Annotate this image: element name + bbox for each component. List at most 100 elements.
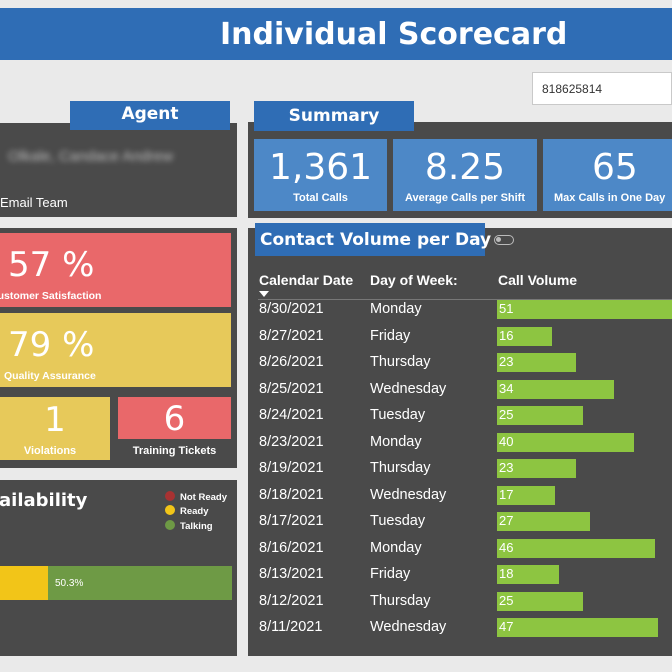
call-volume-label: 47 xyxy=(499,619,514,634)
call-volume-label: 40 xyxy=(499,433,514,449)
call-volume-bar: 51 xyxy=(497,300,672,319)
column-header-date[interactable]: Calendar Date xyxy=(259,272,354,288)
legend-ready: Ready xyxy=(165,505,209,517)
violations-value: 1 xyxy=(44,400,66,440)
table-row[interactable]: 8/26/2021 Thursday 23 xyxy=(248,350,672,377)
talking-dot-icon xyxy=(165,520,175,530)
row-date: 8/17/2021 xyxy=(259,513,324,529)
call-volume-label: 27 xyxy=(499,513,514,528)
not-ready-dot-icon xyxy=(165,491,175,501)
availability-ready-segment xyxy=(0,566,48,600)
summary-tag: Summary xyxy=(254,101,414,131)
call-volume-bar: 27 xyxy=(497,512,590,531)
max-calls-card: 65 Max Calls in One Day xyxy=(543,139,672,211)
column-header-volume[interactable]: Call Volume xyxy=(498,272,578,288)
availability-bar: 50.3% xyxy=(0,566,232,600)
call-volume-bar: 25 xyxy=(497,591,583,611)
call-volume-label: 23 xyxy=(499,354,514,369)
call-volume-bar: 25 xyxy=(497,406,583,425)
row-day: Thursday xyxy=(370,460,431,476)
row-date: 8/24/2021 xyxy=(259,407,324,423)
table-row[interactable]: 8/12/2021 Thursday 25 xyxy=(248,589,672,616)
row-day: Thursday xyxy=(370,592,431,609)
row-date: 8/13/2021 xyxy=(259,566,324,582)
call-volume-bar: 40 xyxy=(497,432,635,452)
quality-assurance-card: 79 % Quality Assurance xyxy=(0,313,231,387)
agent-team: Email Team xyxy=(0,195,68,210)
sort-down-icon[interactable] xyxy=(259,291,269,297)
training-tickets-value: 6 xyxy=(163,399,186,439)
table-row[interactable]: 8/16/2021 Monday 46 xyxy=(248,536,672,563)
row-date: 8/26/2021 xyxy=(259,354,324,370)
call-volume-label: 34 xyxy=(499,380,514,396)
row-date: 8/18/2021 xyxy=(259,486,324,503)
quality-assurance-label: Quality Assurance xyxy=(4,370,96,382)
table-row[interactable]: 8/27/2021 Friday 16 xyxy=(248,324,672,351)
avg-calls-value: 8.25 xyxy=(424,147,506,188)
talking-pct-label: 50.3% xyxy=(55,578,84,589)
call-volume-label: 25 xyxy=(499,407,514,422)
row-date: 8/16/2021 xyxy=(259,539,324,556)
row-date: 8/30/2021 xyxy=(259,301,324,317)
availability-talking-segment: 50.3% xyxy=(48,566,232,600)
call-volume-bar: 46 xyxy=(497,538,655,558)
violations-label: Violations xyxy=(23,445,77,457)
row-day: Wednesday xyxy=(370,380,447,397)
customer-satisfaction-value: 57 % xyxy=(8,245,95,285)
call-volume-label: 23 xyxy=(499,460,514,475)
row-date: 8/23/2021 xyxy=(259,433,324,450)
customer-satisfaction-label: Customer Satisfaction xyxy=(0,290,102,302)
table-row[interactable]: 8/11/2021 Wednesday 47 xyxy=(248,615,672,642)
max-calls-value: 65 xyxy=(592,147,638,188)
training-tickets-card: 6 xyxy=(118,397,231,439)
avg-calls-card: 8.25 Average Calls per Shift xyxy=(393,139,537,211)
call-volume-bar: 16 xyxy=(497,326,552,346)
table-row[interactable]: 8/30/2021 Monday 51 xyxy=(248,297,672,324)
call-volume-bar: 17 xyxy=(497,485,556,505)
table-row[interactable]: 8/24/2021 Tuesday 25 xyxy=(248,403,672,430)
row-day: Friday xyxy=(370,327,411,344)
table-row[interactable]: 8/13/2021 Friday 18 xyxy=(248,562,672,589)
title-bar: Individual Scorecard xyxy=(0,8,672,60)
ready-dot-icon xyxy=(165,505,175,515)
table-row[interactable]: 8/23/2021 Monday 40 xyxy=(248,430,672,457)
row-day: Tuesday xyxy=(370,513,426,529)
legend-talking: Talking xyxy=(165,520,213,532)
total-calls-value: 1,361 xyxy=(268,147,373,188)
page-title: Individual Scorecard xyxy=(220,17,568,52)
table-row[interactable]: 8/17/2021 Tuesday 27 xyxy=(248,509,672,536)
row-date: 8/25/2021 xyxy=(259,380,324,397)
call-volume-bar: 18 xyxy=(497,565,559,584)
contact-volume-title: Contact Volume per Day xyxy=(255,223,491,256)
call-volume-bar: 23 xyxy=(497,353,576,372)
toggle-icon[interactable] xyxy=(494,235,514,245)
row-day: Wednesday xyxy=(370,619,447,635)
legend-not-ready: Not Ready xyxy=(165,491,227,503)
training-tickets-label: Training Tickets xyxy=(132,445,217,457)
column-header-day[interactable]: Day of Week: xyxy=(370,272,458,288)
agent-name: Olkale, Candace Andrew xyxy=(8,148,174,165)
quality-assurance-value: 79 % xyxy=(8,325,95,365)
agent-tag: Agent xyxy=(70,101,230,130)
row-date: 8/27/2021 xyxy=(259,327,324,344)
call-volume-bar: 47 xyxy=(497,618,659,637)
agent-id-search-input[interactable]: 818625814 xyxy=(532,72,672,105)
call-volume-label: 16 xyxy=(499,327,514,343)
call-volume-label: 51 xyxy=(499,301,514,316)
header-divider xyxy=(258,299,672,300)
violations-card: 1 xyxy=(0,397,110,460)
call-volume-label: 46 xyxy=(499,539,514,555)
row-day: Thursday xyxy=(370,354,431,370)
table-row[interactable]: 8/19/2021 Thursday 23 xyxy=(248,456,672,483)
table-row[interactable]: 8/25/2021 Wednesday 34 xyxy=(248,377,672,404)
customer-satisfaction-card: 57 % Customer Satisfaction xyxy=(0,233,231,307)
row-day: Friday xyxy=(370,566,411,582)
call-volume-label: 25 xyxy=(499,592,514,608)
total-calls-label: Total Calls xyxy=(293,192,348,204)
availability-title: Availability xyxy=(0,490,88,511)
row-day: Wednesday xyxy=(370,486,447,503)
row-date: 8/11/2021 xyxy=(259,619,323,635)
avg-calls-label: Average Calls per Shift xyxy=(404,192,526,204)
table-row[interactable]: 8/18/2021 Wednesday 17 xyxy=(248,483,672,510)
call-volume-label: 17 xyxy=(499,486,514,502)
